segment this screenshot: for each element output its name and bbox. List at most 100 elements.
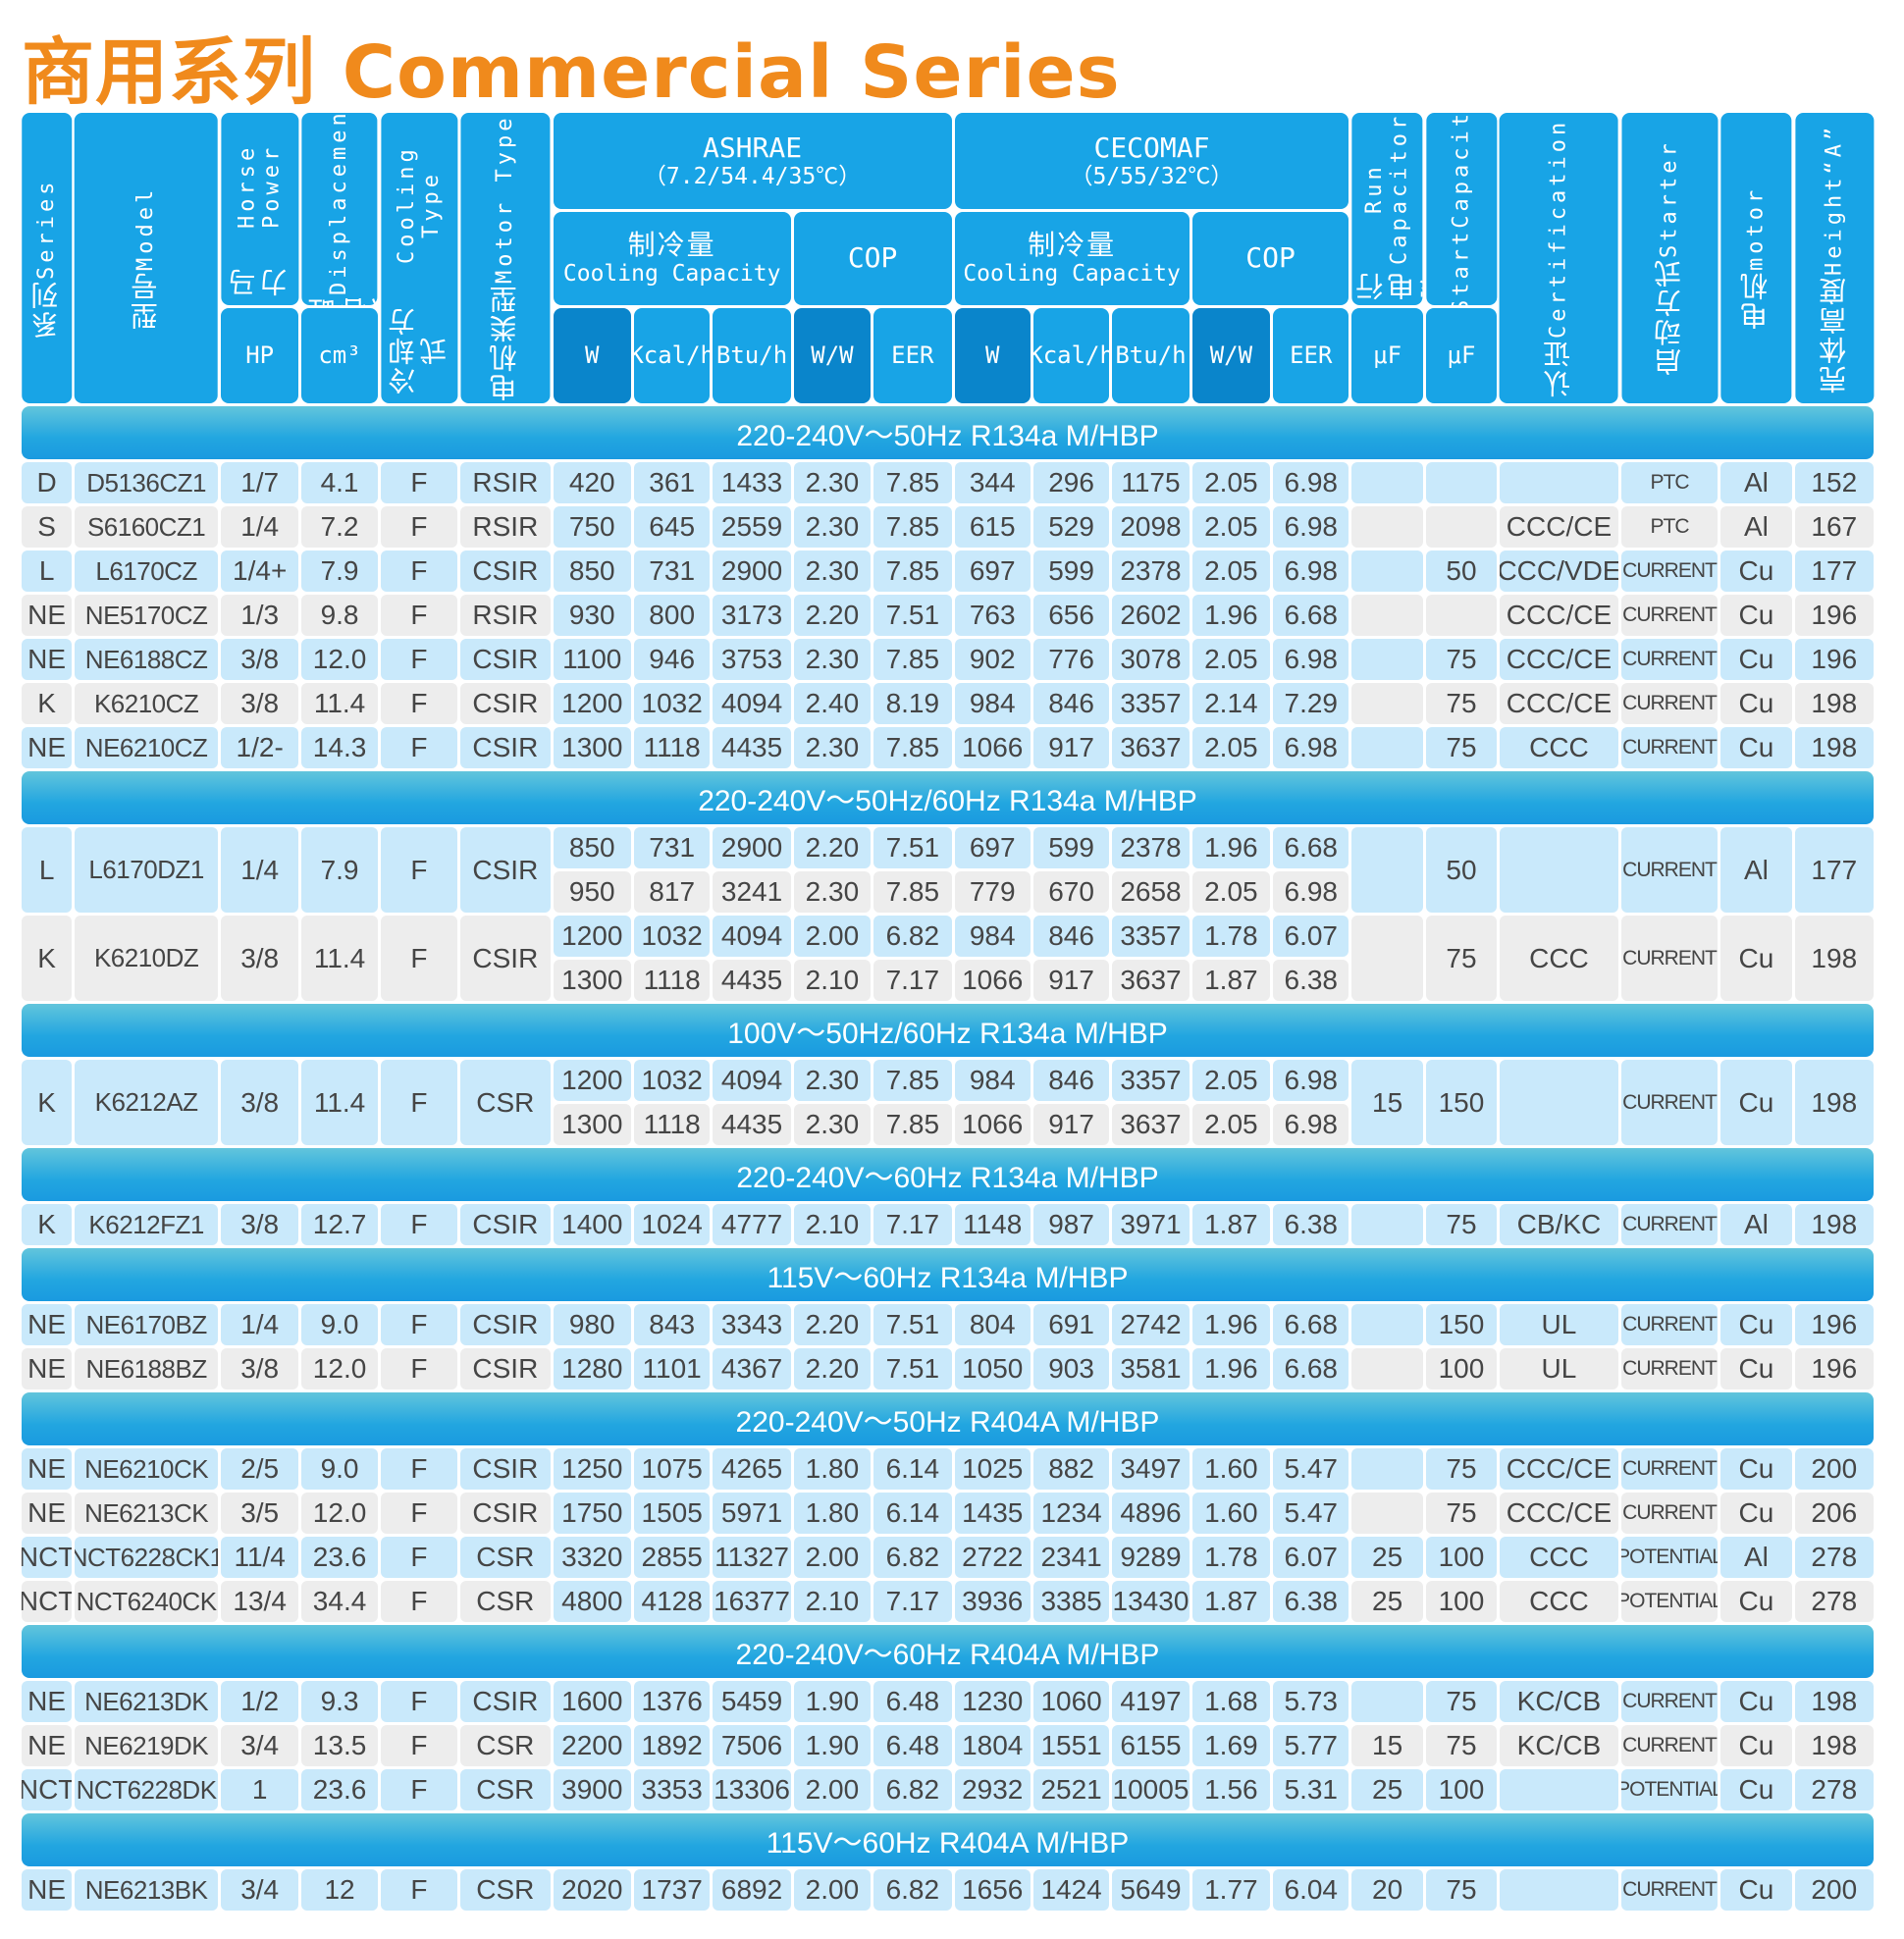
cell-cecomaf: 599 xyxy=(1032,550,1110,592)
header-height-cn: 壳体高度 xyxy=(1817,275,1850,393)
cell-start-cap xyxy=(1425,462,1498,503)
cell-cooling: F xyxy=(380,550,458,592)
header-horse-power: 马力 Horse Power xyxy=(220,113,299,305)
cell-cecomaf: 5.47 xyxy=(1273,1448,1349,1490)
header-start-cap-unit: μF xyxy=(1425,308,1498,403)
cell-run-cap xyxy=(1351,1493,1423,1534)
header-ashrae-unit: W/W xyxy=(793,308,872,403)
cell-height: 278 xyxy=(1794,1769,1874,1810)
cell-series: NE xyxy=(22,1493,73,1534)
cell-motor: Cu xyxy=(1720,1769,1792,1810)
cell-model: S6160CZ1 xyxy=(75,506,218,548)
cell-motor-type: RSIR xyxy=(460,462,551,503)
cell-series: NE xyxy=(22,1304,73,1345)
cell-ashrae: 1032 xyxy=(633,683,711,724)
cell-series: D xyxy=(22,462,73,503)
header-ashrae-unit: Btu/h xyxy=(713,308,791,403)
cell-cecomaf: 5649 xyxy=(1112,1869,1190,1911)
cell-ashrae: 1505 xyxy=(633,1493,711,1534)
cell-cecomaf: 2378 xyxy=(1112,827,1190,868)
cell-cecomaf: 917 xyxy=(1032,1104,1110,1145)
cell-cecomaf: 691 xyxy=(1032,1304,1110,1345)
cell-cooling: F xyxy=(380,462,458,503)
cell-cooling: F xyxy=(380,1869,458,1911)
header-ashrae-unit: Kcal/h xyxy=(633,308,711,403)
cell-cooling: F xyxy=(380,1304,458,1345)
cell-starter: CURRENT xyxy=(1620,683,1719,724)
header-ashrae-unit: EER xyxy=(873,308,952,403)
cell-cecomaf: 697 xyxy=(954,550,1031,592)
header-cecomaf-unit: W/W xyxy=(1191,308,1271,403)
cell-ashrae: 1600 xyxy=(553,1681,631,1722)
cell-motor: Cu xyxy=(1720,1304,1792,1345)
section-band: 220-240V～60Hz R404A M/HBP xyxy=(22,1625,1874,1678)
cell-starter: CURRENT xyxy=(1620,1204,1719,1245)
ashrae-name: ASHRAE xyxy=(702,131,803,164)
cell-cecomaf: 1.96 xyxy=(1191,1348,1271,1389)
cell-cooling: F xyxy=(380,1581,458,1622)
cell-cecomaf: 903 xyxy=(1032,1348,1110,1389)
cell-cecomaf: 599 xyxy=(1032,827,1110,868)
cell-cecomaf: 6.68 xyxy=(1273,1304,1349,1345)
cell-cecomaf: 1.96 xyxy=(1191,595,1271,636)
cell-cert: UL xyxy=(1500,1348,1618,1389)
cell-cooling: F xyxy=(380,1769,458,1810)
cell-ashrae: 950 xyxy=(553,871,631,913)
cell-ashrae: 2559 xyxy=(713,506,791,548)
cell-cecomaf: 4896 xyxy=(1112,1493,1190,1534)
header-motor-en: motor xyxy=(1743,185,1769,272)
cell-cert xyxy=(1500,1060,1618,1145)
cell-ashrae: 4435 xyxy=(713,727,791,768)
cell-ashrae: 1075 xyxy=(633,1448,711,1490)
cell-disp: 12.0 xyxy=(301,639,378,680)
cell-run-cap xyxy=(1351,595,1423,636)
cell-motor: Al xyxy=(1720,1537,1792,1578)
cell-ashrae: 2020 xyxy=(553,1869,631,1911)
cell-starter: CURRENT xyxy=(1620,1348,1719,1389)
header-starter: 启动方式 Starter xyxy=(1620,113,1719,403)
cell-cecomaf: 1148 xyxy=(954,1204,1031,1245)
cell-cecomaf: 2.05 xyxy=(1191,506,1271,548)
cell-ashrae: 946 xyxy=(633,639,711,680)
header-run-capacitor: 运行电容 Run Capacitor xyxy=(1351,113,1423,305)
cell-cecomaf: 6.07 xyxy=(1273,916,1349,957)
cell-start-cap: 50 xyxy=(1425,550,1498,592)
cell-disp: 13.5 xyxy=(301,1725,378,1766)
header-cooling-type: 冷却方式 Cooling Type xyxy=(380,113,458,403)
cell-cecomaf: 1.60 xyxy=(1191,1493,1271,1534)
cell-run-cap xyxy=(1351,550,1423,592)
cell-ashrae: 1.80 xyxy=(793,1493,872,1534)
cell-motor-type: CSIR xyxy=(460,1681,551,1722)
cell-ashrae: 7.51 xyxy=(873,1348,952,1389)
cell-cert: CCC xyxy=(1500,727,1618,768)
cell-cecomaf: 2.05 xyxy=(1191,727,1271,768)
cell-disp: 12.7 xyxy=(301,1204,378,1245)
cell-ashrae: 850 xyxy=(553,550,631,592)
cell-height: 177 xyxy=(1794,827,1874,913)
cell-cecomaf: 6.98 xyxy=(1273,1060,1349,1101)
cell-ashrae: 731 xyxy=(633,550,711,592)
cell-disp: 11.4 xyxy=(301,916,378,1001)
cell-ashrae: 1376 xyxy=(633,1681,711,1722)
cell-height: 198 xyxy=(1794,683,1874,724)
cell-disp: 9.8 xyxy=(301,595,378,636)
cell-cooling: F xyxy=(380,1493,458,1534)
cell-ashrae: 6.48 xyxy=(873,1725,952,1766)
cell-ashrae: 1200 xyxy=(553,683,631,724)
cell-disp: 11.4 xyxy=(301,1060,378,1145)
cell-run-cap xyxy=(1351,506,1423,548)
cell-cecomaf: 6.98 xyxy=(1273,462,1349,503)
cell-ashrae: 6.14 xyxy=(873,1448,952,1490)
cell-cecomaf: 1551 xyxy=(1032,1725,1110,1766)
cell-starter: POTENTIAL xyxy=(1620,1537,1719,1578)
cell-cecomaf: 6.68 xyxy=(1273,1348,1349,1389)
cell-series: L xyxy=(22,550,73,592)
cell-ashrae: 2.20 xyxy=(793,595,872,636)
header-cecomaf-cooling-capacity: 制冷量 Cooling Capacity xyxy=(954,212,1190,305)
cell-ashrae: 3173 xyxy=(713,595,791,636)
cell-cecomaf: 5.77 xyxy=(1273,1725,1349,1766)
cell-run-cap xyxy=(1351,727,1423,768)
header-cecomaf-unit: EER xyxy=(1273,308,1349,403)
cell-motor: Cu xyxy=(1720,639,1792,680)
cell-motor-type: CSIR xyxy=(460,827,551,913)
